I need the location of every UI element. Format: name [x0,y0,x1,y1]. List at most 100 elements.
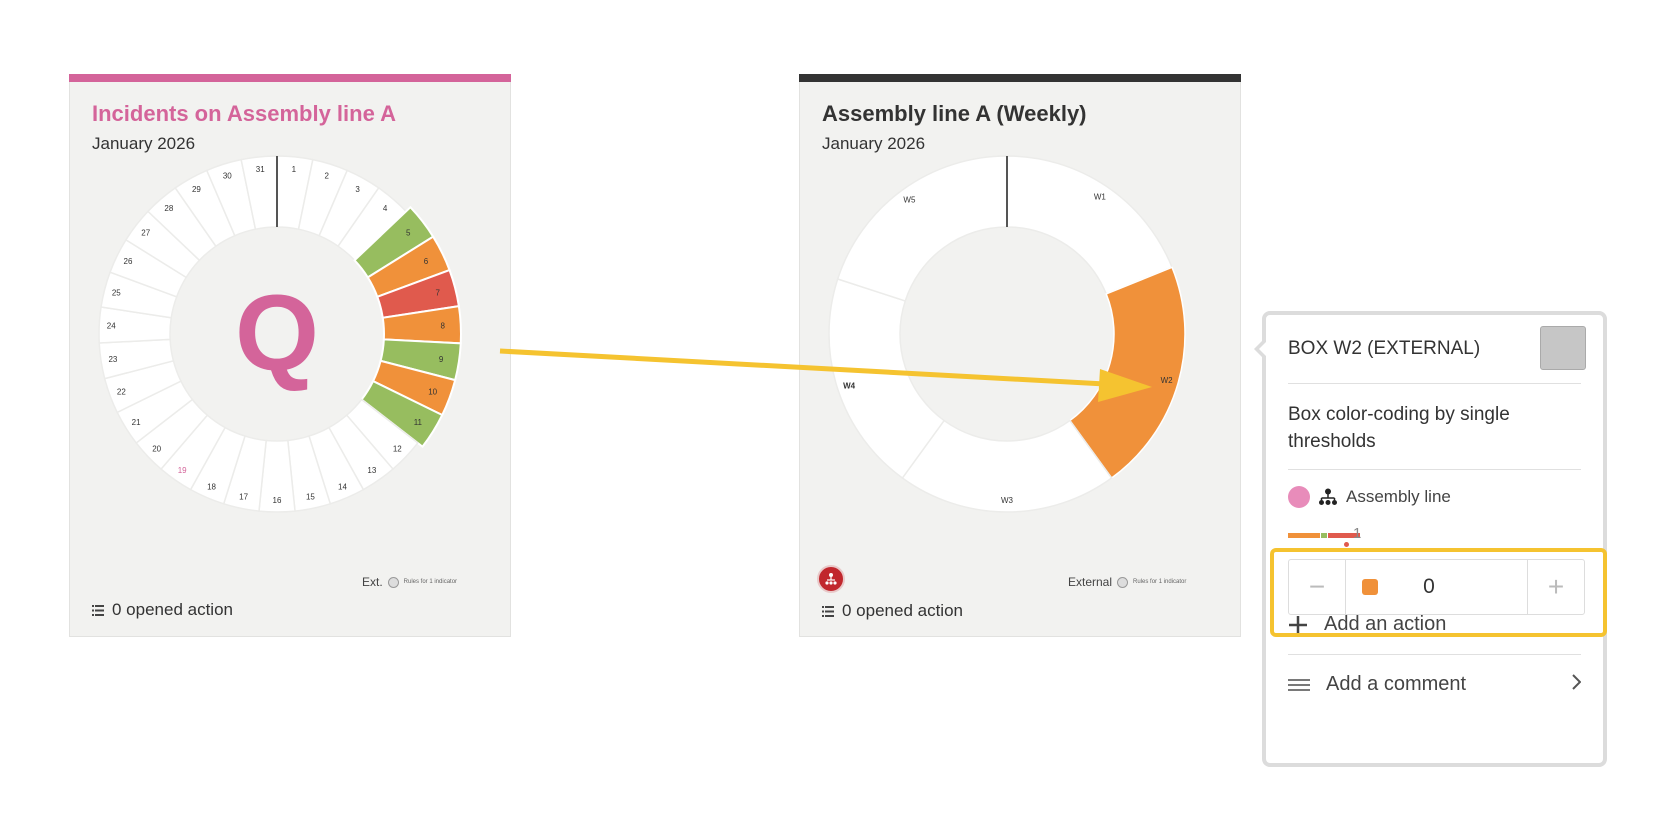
threshold-bar-red [1328,533,1360,538]
indicator-row[interactable]: Assembly line [1288,486,1451,508]
day-label: 24 [107,322,116,331]
day-label: 6 [424,257,429,266]
box-color-swatch[interactable] [1540,326,1586,370]
list-icon [92,604,104,616]
chevron-right-icon[interactable] [1571,673,1582,697]
day-label: 23 [108,355,117,364]
day-label: 5 [406,228,411,237]
indicator-color-dot [1288,486,1310,508]
plus-icon [1289,615,1307,634]
threshold-bar-green [1321,533,1327,538]
week-segment[interactable] [1006,155,1174,295]
day-label: 18 [207,483,216,492]
list-icon [822,605,834,617]
day-label: 4 [383,204,388,213]
day-label: 26 [124,257,133,266]
quality-letter-icon: Q [235,272,319,393]
threshold-count: 1 [1353,525,1362,542]
add-comment-label: Add a comment [1326,673,1467,695]
legend-circle-icon [387,576,399,588]
day-label: 1 [292,165,297,174]
box-details-popup[interactable]: BOX W2 (EXTERNAL) Box color-coding by si… [1254,311,1607,767]
day-label: 22 [117,388,126,397]
week-label: W5 [903,196,916,205]
day-label: 8 [441,322,446,331]
opened-actions-label: 0 opened action [842,601,963,620]
divider [1288,383,1581,384]
org-chart-icon [1319,488,1337,505]
opened-actions-label: 0 opened action [112,600,233,619]
week-segment[interactable] [901,419,1113,513]
day-label: 31 [256,165,265,174]
arrow-head [1098,369,1152,402]
card-subtitle: January 2026 [92,134,196,153]
card-accent-bar [799,74,1241,82]
legend-label: External [1068,575,1113,589]
status-color-dot [1362,579,1378,595]
day-label: 14 [338,483,347,492]
increment-button[interactable]: + [1527,560,1584,614]
day-label: 7 [435,288,440,297]
opened-actions[interactable]: 0 opened action [822,601,963,621]
day-label: 27 [141,228,150,237]
day-label: 29 [192,185,201,194]
indicator-label: Assembly line [1346,487,1451,506]
threshold-bar-orange [1288,533,1320,538]
stepper-value[interactable]: 0 [1423,575,1435,598]
weekly-wheel: W1 W2 W3 W4 W5 [828,155,1186,513]
popup-description: Box color-coding by single thresholds [1288,404,1510,452]
legend-note: Rules for 1 indicator [403,579,458,585]
opened-actions[interactable]: 0 opened action [92,600,233,620]
day-label: 20 [152,444,161,453]
day-label: 13 [367,466,376,475]
org-chart-badge[interactable] [817,565,845,593]
weekly-card[interactable]: Assembly line A (Weekly) January 2026 W1… [799,74,1241,637]
day-label: 30 [223,172,232,181]
day-label: 17 [239,493,248,502]
legend: Ext. Rules for 1 indicator [362,575,457,589]
legend-note: Rules for 1 indicator [1133,579,1187,585]
day-label: 2 [324,172,329,181]
daily-wheel: 1234567891011121314151617181920212223242… [98,155,462,513]
add-comment-button[interactable]: Add a comment [1288,673,1466,696]
week-label: W4 [843,381,856,390]
day-label: 19 [178,466,187,475]
add-action-label: Add an action [1324,613,1447,635]
add-action-button[interactable]: Add an action [1288,613,1446,636]
day-label: 15 [306,493,315,502]
card-title: Assembly line A (Weekly) [822,101,1087,126]
week-label: W1 [1094,192,1107,201]
divider [1288,469,1581,470]
day-label: 11 [414,418,423,427]
decrement-button[interactable]: − [1289,560,1346,614]
week-segment[interactable] [828,278,946,480]
day-label: 21 [132,418,141,427]
day-label: 12 [393,444,402,453]
card-subtitle: January 2026 [822,134,926,153]
incidents-card[interactable]: Incidents on Assembly line A January 202… [69,74,511,637]
card-accent-bar [69,74,511,82]
comment-lines-icon [1288,678,1310,691]
week-label: W3 [1001,496,1014,505]
legend-circle-icon [1117,576,1129,588]
org-chart-icon [825,573,837,585]
divider [1288,654,1581,655]
day-label: 28 [164,204,173,213]
day-label: 10 [428,388,437,397]
stepper-highlight [1270,548,1607,637]
week-label: W2 [1161,376,1174,385]
week-segment[interactable] [836,155,1008,302]
popup-title: BOX W2 (EXTERNAL) [1288,338,1481,359]
day-label: 16 [273,496,282,505]
arrow-line [499,348,1106,387]
day-label: 25 [112,288,121,297]
legend-label: Ext. [362,575,383,589]
legend: External Rules for 1 indicator [1068,575,1186,589]
card-title: Incidents on Assembly line A [92,101,396,126]
week-segment[interactable] [1068,266,1186,480]
value-stepper[interactable]: − 0 + [1288,559,1585,615]
day-label: 9 [439,355,444,364]
day-label: 3 [355,185,360,194]
threshold-marker [1344,542,1349,547]
